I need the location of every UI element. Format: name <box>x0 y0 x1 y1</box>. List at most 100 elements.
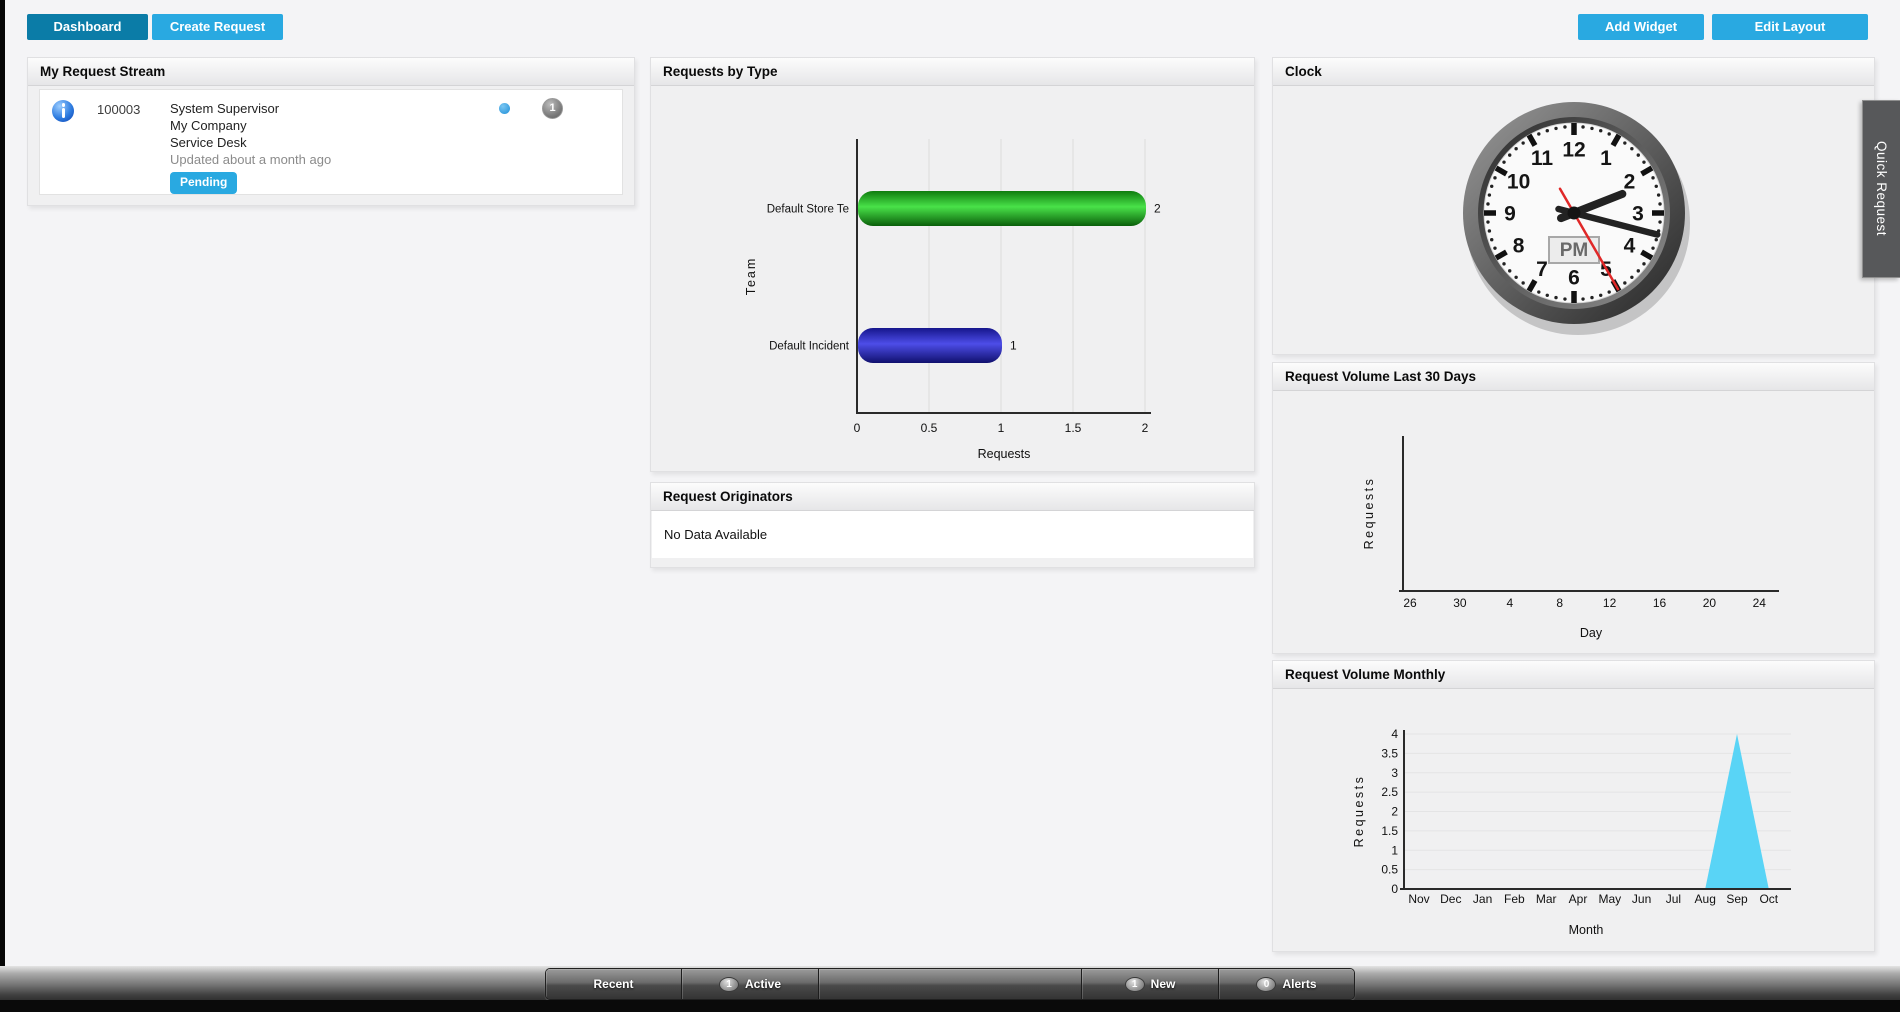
add-widget-button[interactable]: Add Widget <box>1578 14 1704 40</box>
x-tick-label: Jan <box>1473 892 1492 906</box>
clock-number: 6 <box>1568 267 1580 290</box>
area-series <box>1419 734 1769 889</box>
bar-Default Store Te <box>858 191 1146 226</box>
x-tick-label: Aug <box>1695 892 1716 906</box>
x-tick-label: Sep <box>1726 892 1748 906</box>
x-tick-label: Nov <box>1408 892 1429 906</box>
status-segment-label: Alerts <box>1282 977 1317 991</box>
y-tick-label: 2 <box>1391 805 1398 819</box>
x-tick-label: Jun <box>1632 892 1651 906</box>
info-icon-dot <box>61 103 65 107</box>
request-details: System Supervisor My Company Service Des… <box>170 100 331 194</box>
status-segment-label: Recent <box>593 977 634 991</box>
x-tick-label: 24 <box>1753 596 1767 610</box>
edit-layout-button[interactable]: Edit Layout <box>1712 14 1868 40</box>
request-originators-header[interactable]: Request Originators <box>651 483 1254 511</box>
y-tick-label: 1 <box>1391 843 1398 857</box>
status-segment-alerts[interactable]: 0 Alerts <box>1219 969 1354 999</box>
screen-bottom-border <box>0 1000 1900 1012</box>
request-company: My Company <box>170 118 247 133</box>
y-tick-label: 3 <box>1391 766 1398 780</box>
x-tick-label: Apr <box>1569 892 1588 906</box>
y-axis-label: Requests <box>1362 477 1376 550</box>
analog-clock: 123456789101112PM <box>1463 102 1690 335</box>
y-tick-label: 3.5 <box>1381 746 1398 760</box>
quick-request-tab[interactable]: Quick Request <box>1862 100 1900 278</box>
x-tick-label: 12 <box>1603 596 1617 610</box>
info-sphere-icon <box>52 100 74 122</box>
bar-value-label: 1 <box>1010 339 1017 353</box>
x-tick-label: Jul <box>1666 892 1681 906</box>
bar-category-label: Default Incident <box>769 341 850 353</box>
screen-left-border <box>0 0 5 1012</box>
x-tick-label: Dec <box>1440 892 1461 906</box>
x-tick-label: 2 <box>1142 421 1149 435</box>
request-stream-widget: My Request Stream 100003 System Supervis… <box>27 57 635 206</box>
volume-monthly-header[interactable]: Request Volume Monthly <box>1273 661 1874 689</box>
bar-category-label: Default Store Te <box>767 204 849 216</box>
x-axis-label: Requests <box>978 447 1031 461</box>
clock-number: 3 <box>1632 203 1644 226</box>
request-stream-header[interactable]: My Request Stream <box>28 58 634 86</box>
volume-30-days-header[interactable]: Request Volume Last 30 Days <box>1273 363 1874 391</box>
unread-indicator-dot <box>499 103 510 114</box>
status-count-badge: 1 <box>718 976 739 992</box>
status-segment-label: Active <box>744 977 782 991</box>
request-stream-item[interactable]: 100003 System Supervisor My Company Serv… <box>39 89 623 195</box>
clock-number: 9 <box>1504 203 1516 226</box>
y-tick-label: 0 <box>1391 882 1398 896</box>
info-icon-bar <box>61 108 65 118</box>
clock-number: 2 <box>1624 171 1636 194</box>
y-tick-label: 0.5 <box>1381 863 1398 877</box>
dashboard-tab-button[interactable]: Dashboard <box>27 14 148 40</box>
clock-number: 4 <box>1624 235 1636 258</box>
requests-by-type-widget: Requests by Type 2 Default Store Te 1 Defau… <box>650 57 1255 472</box>
status-segment-active[interactable]: 1 Active <box>682 969 819 999</box>
no-data-message: No Data Available <box>652 511 1253 558</box>
clock-number: 11 <box>1531 147 1554 170</box>
x-tick-label: May <box>1598 892 1621 906</box>
x-axis-label: Month <box>1569 923 1604 937</box>
x-tick-label: 0 <box>854 421 861 435</box>
clock-number: 10 <box>1507 171 1530 194</box>
requests-by-type-header[interactable]: Requests by Type <box>651 58 1254 86</box>
status-segment-recent[interactable]: Recent <box>546 969 682 999</box>
bar-Default Incident <box>858 328 1002 363</box>
request-originators-widget: Request Originators No Data Available <box>650 482 1255 568</box>
y-axis-label: Requests <box>1352 775 1366 848</box>
x-tick-label: 0.5 <box>921 421 938 435</box>
request-team: Service Desk <box>170 135 247 150</box>
request-id: 100003 <box>97 102 141 117</box>
y-tick-label: 4 <box>1391 727 1398 741</box>
request-updated: Updated about a month ago <box>170 152 332 167</box>
x-tick-label: 1.5 <box>1065 421 1082 435</box>
x-tick-label: Mar <box>1536 892 1557 906</box>
x-tick-label: 8 <box>1556 596 1563 610</box>
x-tick-label: 1 <box>998 421 1005 435</box>
request-status-badge: Pending <box>170 172 238 194</box>
x-tick-label: Feb <box>1504 892 1525 906</box>
volume-monthly-area-chart: 0 0.5 1 1.5 2 2.5 3 3.5 4 Nov Dec Jan Feb Mar Apr May Ju… <box>1352 727 1791 937</box>
x-axis-label: Day <box>1580 626 1603 640</box>
create-request-button[interactable]: Create Request <box>152 14 283 40</box>
x-tick-label: 30 <box>1453 596 1467 610</box>
x-tick-label: 16 <box>1653 596 1667 610</box>
clock-widget: Clock 123456789101112PM <box>1272 57 1875 355</box>
volume-30-days-widget: Request Volume Last 30 Days 26 30 4 8 12 16 20… <box>1272 362 1875 654</box>
x-tick-label: 26 <box>1403 596 1417 610</box>
bar-value-label: 2 <box>1154 202 1161 216</box>
clock-number: 1 <box>1600 147 1612 170</box>
y-tick-label: 2.5 <box>1381 785 1398 799</box>
volume-30-days-chart: 26 30 4 8 12 16 20 24 Day Requests <box>1362 436 1779 640</box>
clock-number: 8 <box>1513 235 1525 258</box>
status-bar: Recent 1 Active 1 New 0 Alerts <box>545 968 1355 1000</box>
requests-by-type-bar-chart: 2 Default Store Te 1 Default Incident 0 0.5 1 1… <box>744 139 1161 461</box>
status-count-badge: 1 <box>1124 976 1145 992</box>
status-segment-label: New <box>1150 977 1176 991</box>
x-tick-label: 20 <box>1703 596 1717 610</box>
clock-header[interactable]: Clock <box>1273 58 1874 86</box>
request-customer: System Supervisor <box>170 101 280 116</box>
x-tick-label: 4 <box>1506 596 1513 610</box>
status-segment-new[interactable]: 1 New <box>1082 969 1219 999</box>
